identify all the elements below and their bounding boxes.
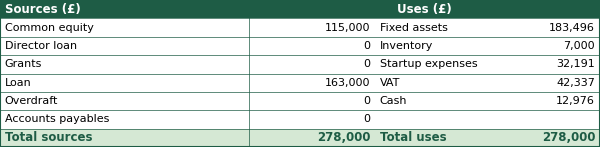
Bar xyxy=(0,0,249,18)
Text: Director loan: Director loan xyxy=(5,41,77,51)
Bar xyxy=(0,110,249,129)
Bar xyxy=(375,74,600,92)
Bar xyxy=(249,92,375,110)
Bar xyxy=(0,37,249,55)
Text: 115,000: 115,000 xyxy=(325,22,370,33)
Bar xyxy=(249,55,375,74)
Text: 12,976: 12,976 xyxy=(556,96,595,106)
Text: 0: 0 xyxy=(363,96,370,106)
Text: Startup expenses: Startup expenses xyxy=(380,59,478,69)
Bar xyxy=(375,37,600,55)
Text: 0: 0 xyxy=(363,59,370,69)
Text: 32,191: 32,191 xyxy=(556,59,595,69)
Text: Inventory: Inventory xyxy=(380,41,433,51)
Text: Total sources: Total sources xyxy=(5,131,92,144)
Bar xyxy=(249,74,375,92)
Bar xyxy=(375,110,600,129)
Text: Grants: Grants xyxy=(5,59,42,69)
Bar xyxy=(375,92,600,110)
Text: Sources (£): Sources (£) xyxy=(5,3,80,16)
Text: Loan: Loan xyxy=(5,78,32,88)
Bar xyxy=(249,129,375,147)
Bar xyxy=(0,55,249,74)
Bar xyxy=(0,129,249,147)
Text: 278,000: 278,000 xyxy=(317,131,370,144)
Text: Total uses: Total uses xyxy=(380,131,446,144)
Text: 278,000: 278,000 xyxy=(542,131,595,144)
Text: 42,337: 42,337 xyxy=(556,78,595,88)
Bar xyxy=(249,110,375,129)
Text: Fixed assets: Fixed assets xyxy=(380,22,448,33)
Text: VAT: VAT xyxy=(380,78,400,88)
Bar xyxy=(375,18,600,37)
Text: Cash: Cash xyxy=(380,96,407,106)
Bar xyxy=(249,0,600,18)
Text: Accounts payables: Accounts payables xyxy=(5,114,109,125)
Bar xyxy=(0,92,249,110)
Text: 183,496: 183,496 xyxy=(550,22,595,33)
Text: 163,000: 163,000 xyxy=(325,78,370,88)
Bar xyxy=(0,18,249,37)
Bar xyxy=(249,18,375,37)
Text: 7,000: 7,000 xyxy=(563,41,595,51)
Text: Uses (£): Uses (£) xyxy=(397,3,452,16)
Bar xyxy=(375,129,600,147)
Bar xyxy=(0,74,249,92)
Bar xyxy=(375,55,600,74)
Text: Overdraft: Overdraft xyxy=(5,96,58,106)
Text: Common equity: Common equity xyxy=(5,22,94,33)
Text: 0: 0 xyxy=(363,41,370,51)
Text: 0: 0 xyxy=(363,114,370,125)
Bar xyxy=(249,37,375,55)
